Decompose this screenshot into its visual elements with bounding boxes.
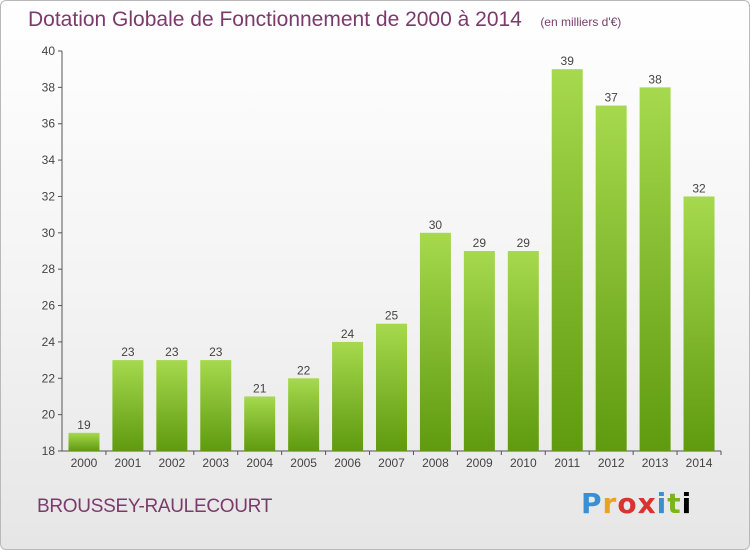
bar-value-label: 29 (473, 236, 487, 250)
bar-2007[interactable] (376, 323, 407, 451)
y-tick-label: 20 (42, 408, 56, 422)
logo-letter: x (637, 487, 657, 520)
bar-value-label: 25 (385, 309, 399, 323)
y-tick-label: 18 (42, 444, 56, 458)
bar-value-label: 30 (429, 218, 443, 232)
bar-value-label: 22 (297, 363, 311, 377)
y-tick-label: 34 (42, 153, 56, 167)
chart-labels: 2000 19 2001 23 2002 23 2003 23 2004 21 2005 22 2006… (71, 54, 713, 470)
bar-value-label: 23 (121, 345, 135, 359)
logo-letter: i (656, 487, 668, 520)
title-row: Dotation Globale de Fonctionnement de 20… (28, 8, 621, 32)
x-tick-label: 2004 (246, 456, 273, 470)
x-tick-label: 2010 (510, 456, 537, 470)
bar-value-label: 39 (561, 54, 575, 68)
bar-value-label: 21 (253, 381, 267, 395)
logo-letter: i (681, 487, 693, 520)
x-tick-label: 2013 (642, 456, 669, 470)
bar-2008[interactable] (419, 232, 451, 451)
bar-value-label: 38 (648, 72, 662, 86)
y-tick-label: 40 (42, 44, 56, 58)
y-tick-label: 26 (42, 299, 56, 313)
bar-2012[interactable] (595, 105, 627, 451)
logo-letter: P (581, 487, 603, 520)
x-tick-label: 2000 (71, 456, 98, 470)
bar-2010[interactable] (507, 251, 539, 451)
bar-value-label: 24 (341, 327, 355, 341)
x-tick-label: 2001 (115, 456, 142, 470)
bar-2002[interactable] (156, 360, 188, 451)
y-tick-label: 22 (42, 371, 56, 385)
y-tick-label: 30 (42, 226, 56, 240)
bar-value-label: 23 (165, 345, 179, 359)
bar-2011[interactable] (551, 69, 583, 451)
x-tick-label: 2006 (334, 456, 361, 470)
commune-name: BROUSSEY-RAULECOURT (37, 496, 273, 517)
x-tick-label: 2009 (466, 456, 493, 470)
bar-2003[interactable] (200, 360, 232, 451)
x-tick-label: 2011 (554, 456, 580, 470)
x-tick-label: 2007 (378, 456, 405, 470)
bar-2014[interactable] (683, 196, 715, 451)
x-tick-label: 2005 (290, 456, 317, 470)
bar-value-label: 32 (692, 181, 706, 195)
bar-value-label: 37 (604, 91, 618, 105)
bar-2006[interactable] (332, 341, 364, 451)
y-tick-label: 24 (42, 335, 56, 349)
bar-value-label: 29 (517, 236, 531, 250)
proxiti-logo[interactable]: Proxiti (581, 487, 692, 520)
bar-2000[interactable] (68, 432, 100, 451)
y-tick-label: 36 (42, 117, 56, 131)
bar-value-label: 19 (77, 418, 91, 432)
bar-2013[interactable] (639, 87, 671, 451)
chart-subtitle: (en milliers d'€) (540, 15, 622, 29)
y-tick-label: 38 (42, 80, 56, 94)
logo-letter: o (617, 487, 638, 520)
bar-2001[interactable] (112, 360, 144, 451)
bar-2004[interactable] (244, 396, 276, 451)
bar-2005[interactable] (288, 378, 320, 451)
logo-letter: r (602, 487, 618, 520)
x-tick-label: 2014 (686, 456, 713, 470)
x-tick-label: 2003 (202, 456, 229, 470)
chart-title: Dotation Globale de Fonctionnement de 20… (28, 8, 522, 31)
y-tick-label: 28 (42, 262, 56, 276)
logo-letter: t (667, 487, 682, 520)
x-tick-label: 2012 (598, 456, 625, 470)
x-tick-label: 2002 (158, 456, 185, 470)
x-tick-label: 2008 (422, 456, 449, 470)
y-tick-label: 32 (42, 189, 56, 203)
bar-value-label: 23 (209, 345, 223, 359)
bar-2009[interactable] (463, 251, 495, 451)
chart-bars (68, 69, 715, 451)
